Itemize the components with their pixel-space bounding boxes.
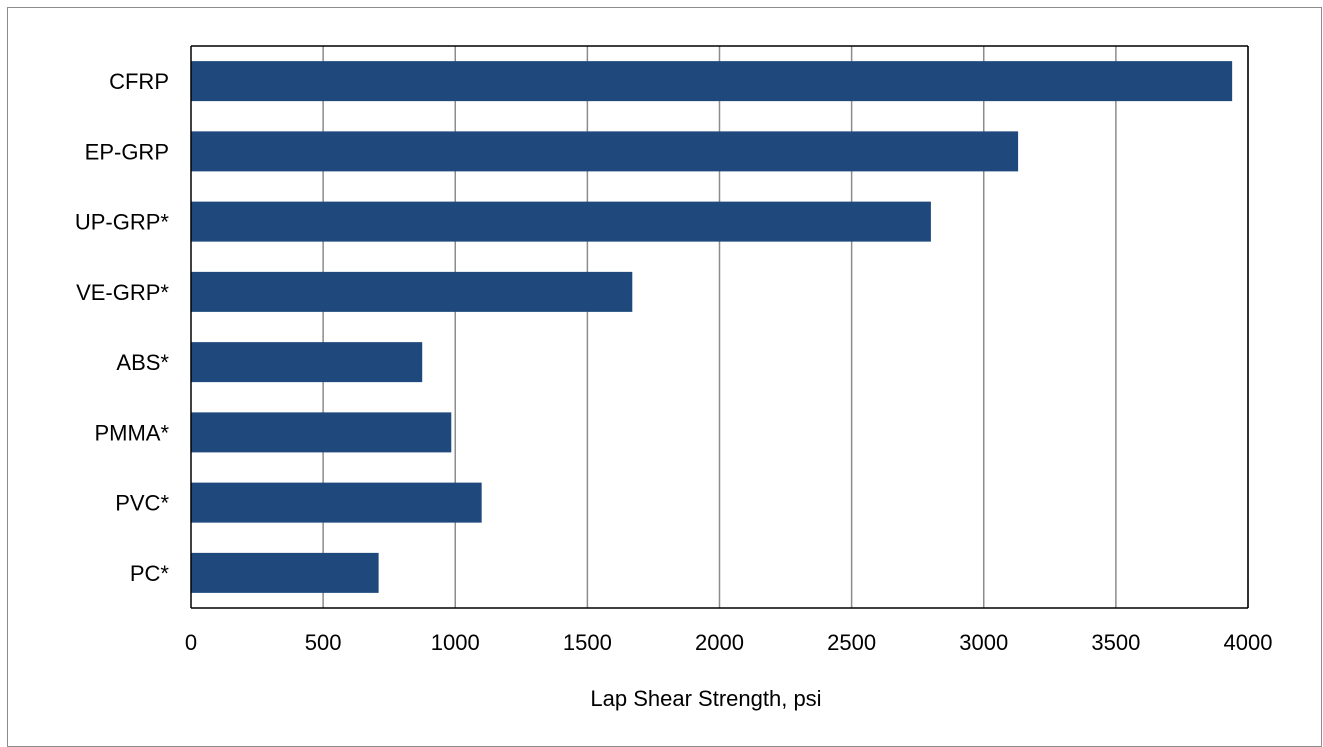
x-tick-label: 1500 (563, 630, 612, 655)
category-labels: CFRP EP-GRP UP-GRP* VE-GRP* ABS* PMMA* PVC* PC* (75, 69, 170, 586)
bar (191, 482, 482, 523)
x-tick-label: 3000 (959, 630, 1008, 655)
category-label: PC* (130, 561, 170, 586)
x-tick-label: 3500 (1091, 630, 1140, 655)
bar (191, 271, 633, 312)
x-tick-label: 0 (185, 630, 197, 655)
gridlines (322, 46, 1249, 608)
x-tick-label: 500 (305, 630, 342, 655)
category-label: PVC* (115, 491, 169, 516)
category-label: PMMA* (94, 420, 169, 445)
bar-chart: 0 500 1000 1500 2000 2500 3000 3500 4000 CFRP EP-… (75, 45, 1273, 711)
x-tick-label: 4000 (1224, 630, 1273, 655)
x-axis-title: Lap Shear Strength, psi (590, 686, 821, 711)
x-tick-labels: 0 500 1000 1500 2000 2500 3000 3500 4000 (185, 630, 1273, 655)
bar (191, 342, 423, 383)
bar (191, 412, 452, 453)
x-tick-label: 2500 (827, 630, 876, 655)
x-tick-label: 1000 (431, 630, 480, 655)
bar (191, 61, 1233, 102)
bar (191, 131, 1019, 172)
x-tick-label: 2000 (695, 630, 744, 655)
bar (191, 552, 379, 593)
category-label: ABS* (116, 350, 169, 375)
bars (191, 61, 1233, 593)
category-label: VE-GRP* (76, 280, 169, 305)
category-label: EP-GRP (85, 139, 169, 164)
category-label: UP-GRP* (75, 210, 170, 235)
bar (191, 201, 931, 242)
axes (190, 45, 1249, 609)
category-label: CFRP (109, 69, 169, 94)
